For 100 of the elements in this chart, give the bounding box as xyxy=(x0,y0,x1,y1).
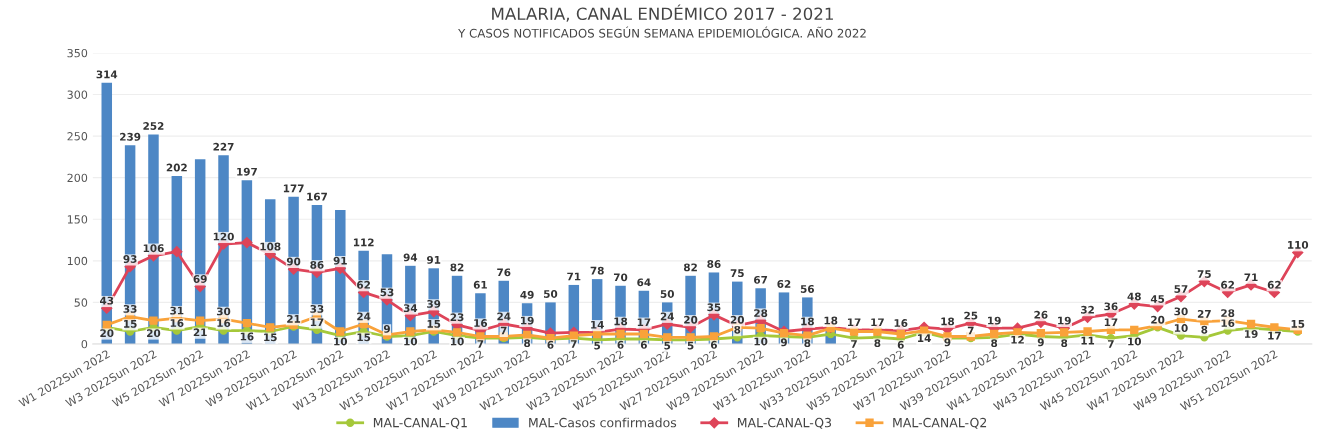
data-label: 10 xyxy=(334,337,348,346)
y-tick-label: 350 xyxy=(67,48,88,58)
data-label: 17 xyxy=(310,318,324,327)
chart-subtitle: Y CASOS NOTIFICADOS SEGÚN SEMANA EPIDEMIOLÓGICA. AÑO 2022 xyxy=(458,26,866,38)
data-label: 7 xyxy=(500,326,507,335)
data-label: 8 xyxy=(1061,339,1068,348)
data-label: 8 xyxy=(804,339,811,348)
data-label: 11 xyxy=(1081,336,1095,345)
data-label: 197 xyxy=(237,167,257,176)
data-label: 18 xyxy=(614,317,628,326)
data-label: 5 xyxy=(594,341,601,350)
data-label: 6 xyxy=(547,340,554,349)
data-label: 69 xyxy=(193,275,207,283)
data-label: 93 xyxy=(123,255,137,263)
data-label: 106 xyxy=(143,244,164,253)
data-label: 227 xyxy=(213,142,234,151)
y-tick-label: 150 xyxy=(67,215,88,224)
data-label: 75 xyxy=(730,269,744,278)
data-label: 30 xyxy=(216,307,231,316)
data-label: 252 xyxy=(143,122,164,130)
data-label: 112 xyxy=(353,238,374,247)
data-label: 18 xyxy=(941,317,955,326)
data-label: 31 xyxy=(170,306,184,315)
y-tick-label: 300 xyxy=(67,90,88,99)
data-label: 86 xyxy=(310,260,324,269)
data-label: 20 xyxy=(730,315,745,324)
data-label: 110 xyxy=(1288,240,1309,249)
data-label: 26 xyxy=(1034,310,1048,319)
data-label: 167 xyxy=(307,192,327,201)
data-label: 28 xyxy=(754,309,768,318)
data-label: 239 xyxy=(120,132,141,141)
data-label: 24 xyxy=(660,312,674,321)
data-label: 34 xyxy=(403,304,418,313)
data-label: 57 xyxy=(1174,285,1188,293)
data-label: 64 xyxy=(637,278,651,287)
data-label: 82 xyxy=(683,263,697,272)
data-label: 202 xyxy=(166,163,187,172)
data-label: 14 xyxy=(591,320,604,329)
data-label: 91 xyxy=(426,255,441,264)
data-label: 33 xyxy=(310,304,324,313)
data-label: 120 xyxy=(213,232,234,241)
data-label: 50 xyxy=(544,290,558,298)
data-label: 108 xyxy=(260,242,281,251)
data-label: 21 xyxy=(193,328,207,337)
data-label: 48 xyxy=(1127,292,1141,301)
y-tick-label: 200 xyxy=(67,173,88,183)
y-tick-label: 50 xyxy=(74,298,88,307)
data-label: 82 xyxy=(450,263,464,272)
data-label: 10 xyxy=(1128,337,1142,346)
data-label: 30 xyxy=(1174,307,1188,316)
data-label: 16 xyxy=(240,332,254,341)
data-label: 5 xyxy=(664,341,671,350)
data-label: 15 xyxy=(124,320,137,328)
data-label: 21 xyxy=(287,314,301,323)
data-label: 24 xyxy=(357,312,371,321)
data-label: 19 xyxy=(521,316,534,325)
data-label: 10 xyxy=(754,337,768,346)
data-label: 23 xyxy=(450,313,464,322)
data-label: 67 xyxy=(754,275,768,284)
y-tick-label: 0 xyxy=(81,339,88,349)
data-label: 7 xyxy=(967,326,974,335)
data-label: 17 xyxy=(1104,318,1118,327)
data-label: 16 xyxy=(1221,319,1235,327)
data-label: 27 xyxy=(1197,309,1211,318)
data-label: 53 xyxy=(380,288,394,297)
data-label: 7 xyxy=(1107,340,1114,348)
y-tick-label: 250 xyxy=(67,132,88,141)
data-label: 16 xyxy=(894,319,908,327)
data-label: 78 xyxy=(590,266,604,275)
data-label: 71 xyxy=(1244,273,1258,282)
data-label: 15 xyxy=(1291,320,1305,328)
data-label: 17 xyxy=(1268,331,1281,340)
data-label: 36 xyxy=(1104,302,1118,311)
data-label: 91 xyxy=(333,256,347,265)
data-label: 177 xyxy=(283,184,304,193)
data-label: 20 xyxy=(100,329,114,338)
data-label: 16 xyxy=(170,319,184,327)
data-label: 8 xyxy=(874,339,881,348)
data-label: 7 xyxy=(851,340,857,348)
data-label: 9 xyxy=(383,324,390,333)
data-label: 20 xyxy=(684,315,698,324)
data-label: 45 xyxy=(1150,295,1165,303)
data-label: 5 xyxy=(687,341,694,350)
data-label: 8 xyxy=(524,339,531,348)
data-label: 76 xyxy=(497,268,511,277)
data-label: 62 xyxy=(357,280,370,289)
data-label: 7 xyxy=(570,340,577,348)
data-label: 24 xyxy=(497,312,511,321)
data-label: 15 xyxy=(357,333,371,342)
data-label: 15 xyxy=(264,333,277,342)
data-label: 16 xyxy=(217,319,231,327)
data-label: 62 xyxy=(1221,280,1235,289)
data-label: 19 xyxy=(1244,330,1258,338)
data-label: 6 xyxy=(617,340,624,349)
data-label: 16 xyxy=(474,319,488,327)
y-tick-label: 100 xyxy=(67,256,88,266)
data-label: 62 xyxy=(1267,280,1281,289)
chart-title: MALARIA, CANAL ENDÉMICO 2017 - 2021 xyxy=(492,4,833,22)
legend-label: MAL-CANAL-Q1 xyxy=(373,417,467,429)
data-label: 8 xyxy=(734,325,741,334)
